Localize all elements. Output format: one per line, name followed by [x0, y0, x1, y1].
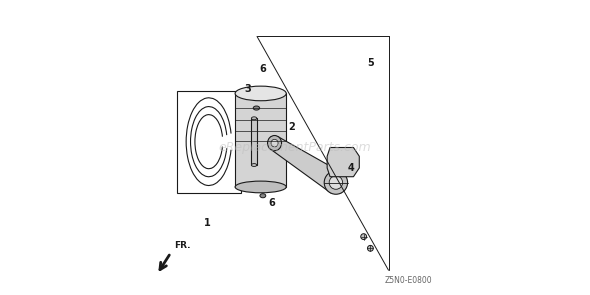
Ellipse shape: [251, 163, 257, 166]
Ellipse shape: [329, 176, 343, 189]
Ellipse shape: [360, 234, 366, 240]
Text: Z5N0-E0800: Z5N0-E0800: [385, 276, 432, 285]
Ellipse shape: [267, 135, 281, 151]
Ellipse shape: [251, 117, 257, 120]
Ellipse shape: [271, 139, 278, 147]
Text: 5: 5: [368, 58, 374, 68]
Text: FR.: FR.: [173, 241, 190, 250]
Text: 1: 1: [204, 219, 211, 229]
Polygon shape: [251, 118, 257, 165]
Polygon shape: [271, 137, 341, 193]
Text: 4: 4: [347, 163, 354, 173]
Ellipse shape: [368, 245, 373, 251]
Text: 6: 6: [268, 198, 275, 208]
Polygon shape: [235, 94, 286, 187]
Polygon shape: [327, 148, 359, 177]
Ellipse shape: [253, 106, 260, 110]
Ellipse shape: [260, 194, 266, 198]
Text: 6: 6: [260, 64, 266, 73]
Ellipse shape: [324, 171, 348, 194]
Text: eReplacementParts.com: eReplacementParts.com: [219, 141, 371, 154]
Ellipse shape: [235, 181, 286, 193]
Ellipse shape: [235, 86, 286, 101]
Text: 3: 3: [245, 84, 251, 94]
Text: 2: 2: [289, 122, 296, 132]
